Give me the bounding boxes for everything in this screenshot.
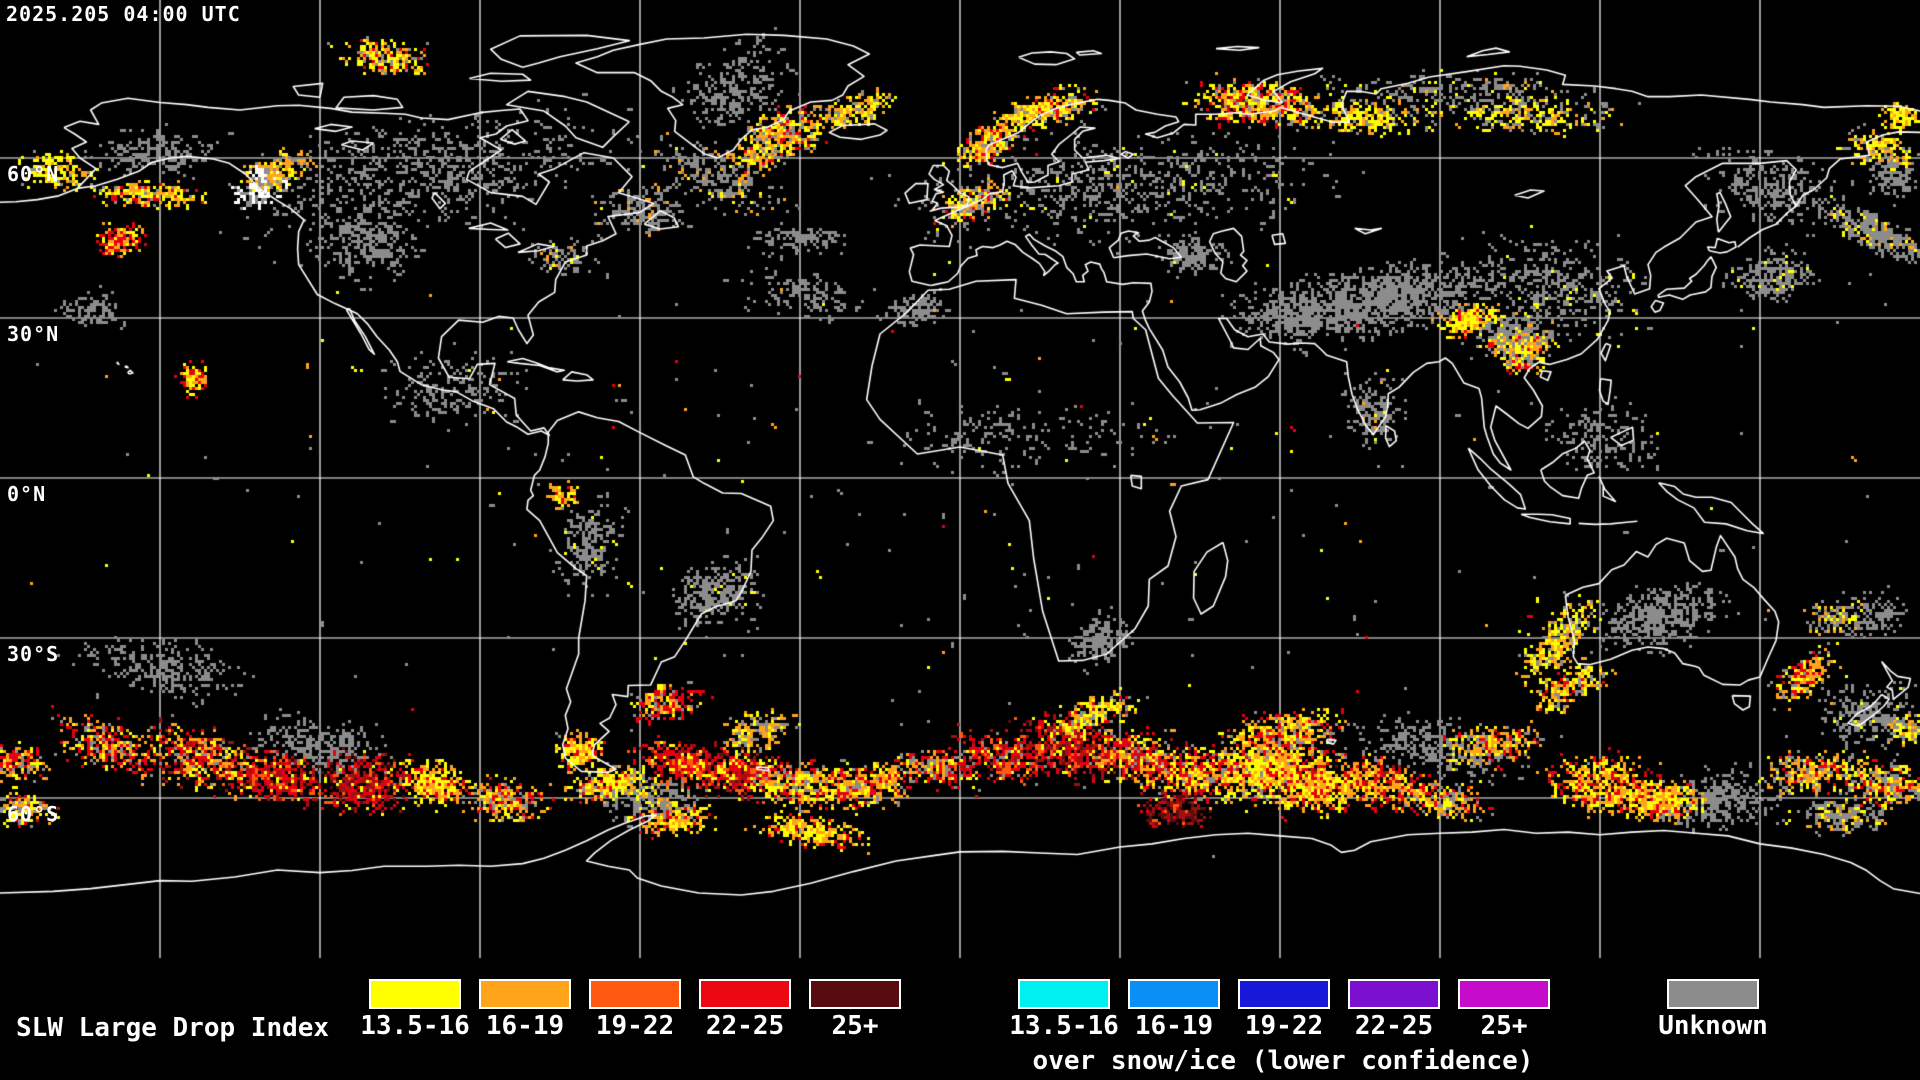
legend-label-19-22: 19-22: [595, 1011, 675, 1041]
lat-label-60°S: 60°S: [7, 802, 60, 826]
legend-label-19-22: 19-22: [1244, 1011, 1324, 1041]
legend-label-16-19: 16-19: [485, 1011, 565, 1041]
legend-label-25+: 25+: [831, 1011, 879, 1041]
lat-label-30°N: 30°N: [7, 322, 60, 346]
legend-label-22-25: 22-25: [705, 1011, 785, 1041]
legend-label-13.5-16: 13.5-16: [360, 1011, 470, 1041]
timestamp: 2025.205 04:00 UTC: [6, 2, 241, 26]
legend-label-22-25: 22-25: [1354, 1011, 1434, 1041]
legend-label-16-19: 16-19: [1134, 1011, 1214, 1041]
legend-swatch-25+: [1458, 979, 1550, 1009]
legend-swatch-16-19: [479, 979, 571, 1009]
legend-swatch-13.5-16: [1018, 979, 1110, 1009]
legend-swatch-13.5-16: [369, 979, 461, 1009]
legend-swatch-Unknown: [1667, 979, 1759, 1009]
lat-label-60°N: 60°N: [7, 162, 60, 186]
legend-swatch-16-19: [1128, 979, 1220, 1009]
legend-swatch-22-25: [699, 979, 791, 1009]
legend-swatch-19-22: [1238, 979, 1330, 1009]
legend-label-Unknown: Unknown: [1658, 1011, 1768, 1041]
legend-swatch-19-22: [589, 979, 681, 1009]
legend-title: SLW Large Drop Index: [16, 1013, 330, 1043]
legend-snow-note: over snow/ice (lower confidence): [1032, 1046, 1534, 1076]
legend-label-13.5-16: 13.5-16: [1009, 1011, 1119, 1041]
lat-label-0°N: 0°N: [7, 482, 47, 506]
lat-label-30°S: 30°S: [7, 642, 60, 666]
legend-swatch-22-25: [1348, 979, 1440, 1009]
legend-label-25+: 25+: [1480, 1011, 1528, 1041]
legend-swatch-25+: [809, 979, 901, 1009]
